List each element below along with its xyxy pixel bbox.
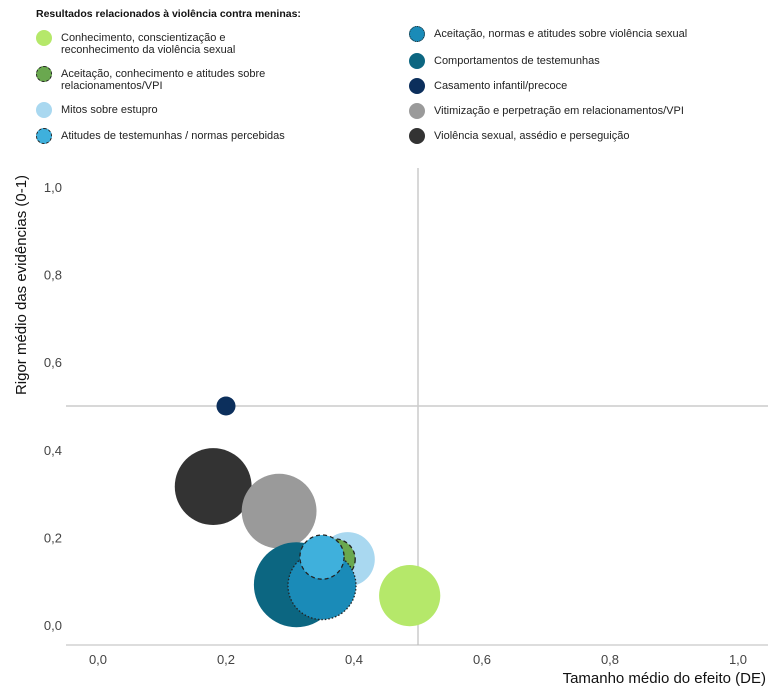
legend: Resultados relacionados à violência cont… [0, 0, 768, 160]
legend-swatch [36, 66, 52, 82]
legend-label: Aceitação, normas e atitudes sobre violê… [434, 28, 688, 40]
y-tick-label: 0,8 [44, 268, 62, 283]
legend-title: Resultados relacionados à violência cont… [36, 8, 301, 20]
x-tick-label: 0,2 [217, 652, 235, 667]
bubble-0 [379, 565, 441, 627]
legend-swatch [36, 30, 52, 46]
legend-label: Atitudes de testemunhas / normas percebi… [61, 130, 285, 142]
legend-label: Vitimização e perpetração em relacioname… [434, 105, 684, 117]
legend-label: Mitos sobre estupro [61, 104, 158, 116]
legend-item-bystander-behaviors: Comportamentos de testemunhas [409, 53, 734, 69]
legend-swatch [409, 26, 425, 42]
x-tick-label: 0,0 [89, 652, 107, 667]
legend-label: Conhecimento, conscientização e reconhec… [61, 32, 236, 56]
legend-label: Violência sexual, assédio e perseguição [434, 130, 630, 142]
bubble-8 [174, 448, 252, 526]
legend-item-sexual-violence-norms: Aceitação, normas e atitudes sobre violê… [409, 26, 764, 42]
x-tick-label: 0,8 [601, 652, 619, 667]
legend-swatch [409, 78, 425, 94]
y-tick-label: 0,4 [44, 443, 62, 458]
x-axis-label: Tamanho médio do efeito (DE) [563, 670, 766, 686]
scatter-chart: 0,0 0,2 0,4 0,6 0,8 1,0 0,0 0,2 0,4 0,6 0,8 1,0 Ta… [13, 168, 768, 686]
legend-item-relationships: Aceitação, conhecimento e atitudes sobre… [36, 66, 331, 92]
legend-swatch [36, 102, 52, 118]
legend-item-sexual-violence: Violência sexual, assédio e perseguição [409, 128, 734, 144]
x-tick-label: 1,0 [729, 652, 747, 667]
legend-item-rape-myths: Mitos sobre estupro [36, 102, 361, 118]
legend-item-victimization: Vitimização e perpetração em relacioname… [409, 103, 768, 119]
legend-label: Comportamentos de testemunhas [434, 55, 600, 67]
legend-swatch [409, 128, 425, 144]
legend-label: Casamento infantil/precoce [434, 80, 568, 92]
y-tick-label: 0,2 [44, 530, 62, 545]
legend-swatch [409, 103, 425, 119]
x-tick-label: 0,4 [345, 652, 363, 667]
y-tick-label: 0,6 [44, 355, 62, 370]
legend-item-bystander-attitudes: Atitudes de testemunhas / normas percebi… [36, 128, 361, 144]
legend-label: Aceitação, conhecimento e atitudes sobre… [61, 68, 266, 92]
legend-swatch [409, 53, 425, 69]
legend-item-child-marriage: Casamento infantil/precoce [409, 78, 734, 94]
y-tick-label: 1,0 [44, 180, 62, 195]
bubble-6 [216, 396, 236, 416]
legend-swatch [36, 128, 52, 144]
x-tick-label: 0,6 [473, 652, 491, 667]
bubble-7 [241, 473, 317, 549]
legend-item-knowledge: Conhecimento, conscientização e reconhec… [36, 30, 301, 56]
bubble-3 [299, 534, 345, 580]
y-tick-label: 0,0 [44, 618, 62, 633]
y-axis-label: Rigor médio das evidências (0-1) [13, 175, 30, 395]
